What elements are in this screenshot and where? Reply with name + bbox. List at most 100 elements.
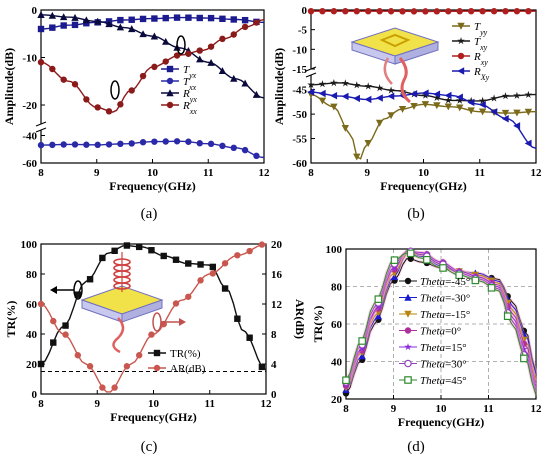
arrow-head — [179, 318, 186, 326]
series-Theta=45° — [342, 249, 538, 396]
panel-c: 0 20 40 60 80 100 0 4 8 12 16 20 8 9 10 11 12 Frequency(G… — [4, 239, 307, 424]
legend-label: Rxx — [182, 100, 197, 116]
data-point — [241, 23, 249, 31]
data-point — [387, 92, 395, 100]
data-point — [353, 81, 361, 89]
metasurface-side — [394, 41, 439, 65]
data-point — [407, 255, 414, 262]
data-point — [478, 96, 487, 104]
data-point — [342, 7, 349, 15]
legend-label: Theta=-15° — [420, 309, 470, 321]
data-point — [439, 264, 447, 272]
data-point — [319, 7, 326, 15]
y-tick-label: 100 — [21, 239, 38, 251]
legend-marker — [457, 52, 465, 60]
legend-entry: AR(dB) — [148, 363, 206, 375]
y-tick-label: -50 — [292, 109, 307, 121]
data-point — [234, 252, 241, 259]
data-point — [139, 15, 147, 23]
data-point — [71, 81, 79, 88]
legend-marker — [404, 293, 412, 301]
data-point — [83, 96, 90, 103]
data-point — [219, 15, 226, 23]
data-point — [173, 52, 181, 59]
panel-caption: (d) — [407, 439, 425, 455]
axis-break-mark — [35, 127, 47, 133]
data-point — [444, 96, 453, 104]
data-point — [128, 140, 135, 147]
data-point — [185, 138, 192, 145]
panel-caption: (c) — [141, 439, 158, 455]
data-point — [524, 139, 532, 148]
data-point — [219, 35, 226, 43]
x-tick-label: 8 — [308, 167, 314, 179]
legend-entry: Txy — [452, 36, 488, 52]
data-point — [59, 13, 68, 21]
series-Txx — [37, 138, 265, 160]
wave-arrow-transmitted — [112, 317, 125, 354]
data-point — [330, 103, 338, 111]
data-point — [501, 115, 509, 123]
data-point — [467, 96, 475, 104]
data-point — [467, 98, 475, 107]
data-point — [410, 8, 418, 15]
legend-marker — [404, 310, 412, 318]
panel-caption: (b) — [407, 206, 425, 222]
data-point — [520, 330, 528, 338]
data-point — [387, 86, 395, 94]
legend-label: TR(%) — [170, 348, 201, 360]
data-point — [520, 345, 528, 353]
data-point — [478, 101, 486, 109]
legend-label: Theta=-45° — [420, 276, 470, 288]
data-point — [151, 63, 158, 71]
y-right-tick-label: 8 — [271, 329, 277, 341]
data-point — [364, 140, 372, 147]
data-point — [71, 13, 79, 21]
data-point — [49, 65, 56, 73]
data-point — [513, 109, 521, 117]
y-tick-label: -60 — [22, 158, 37, 170]
data-point — [502, 7, 509, 15]
data-point — [456, 104, 464, 112]
x-tick-label: 9 — [391, 403, 397, 415]
data-point — [148, 331, 155, 338]
data-point — [241, 146, 249, 154]
data-point — [219, 142, 226, 150]
x-tick-label: 12 — [531, 403, 543, 415]
legend-entry: Theta=-15° — [399, 309, 470, 321]
x-tick-label: 11 — [203, 167, 213, 179]
data-point — [111, 247, 118, 255]
data-point — [162, 37, 170, 45]
data-point — [150, 32, 159, 40]
legend-label: AR(dB) — [170, 363, 206, 375]
data-point — [490, 94, 498, 102]
data-point — [252, 90, 261, 98]
data-point — [307, 88, 315, 96]
y-tick-label: 20 — [26, 359, 38, 371]
data-point — [105, 20, 113, 28]
y-tick-label: 80 — [331, 282, 343, 294]
data-point — [433, 102, 441, 110]
legend-label: Theta=45° — [420, 375, 467, 387]
legend-label: Ryx — [182, 88, 197, 104]
data-point — [307, 80, 315, 88]
y-tick-label: 100 — [326, 244, 343, 256]
data-point — [318, 89, 326, 98]
data-point — [478, 108, 487, 116]
legend-entry: Rxx — [161, 100, 197, 116]
data-point — [410, 102, 418, 110]
data-point — [455, 271, 463, 280]
data-point — [50, 317, 57, 325]
data-point — [37, 300, 45, 308]
data-point — [139, 72, 147, 80]
legend-label: Tyy — [474, 21, 488, 37]
legend-entry: Theta=0° — [399, 326, 461, 338]
y-tick-label: 40 — [331, 357, 343, 369]
data-point — [151, 138, 158, 145]
data-point — [117, 16, 124, 24]
data-point — [196, 14, 203, 22]
x-tick-label: 10 — [436, 403, 448, 415]
legend-label: Theta=15° — [420, 342, 467, 354]
data-point — [230, 74, 238, 82]
data-point — [230, 31, 237, 38]
